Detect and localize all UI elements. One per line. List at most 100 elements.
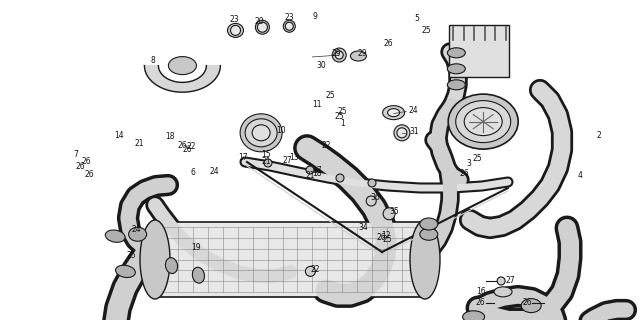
Text: 17: 17 (312, 166, 322, 175)
Text: 21: 21 (134, 139, 144, 148)
Circle shape (285, 22, 293, 30)
Text: 10: 10 (276, 126, 286, 135)
Text: 23: 23 (229, 15, 239, 24)
Ellipse shape (252, 125, 270, 141)
Text: 22: 22 (187, 142, 196, 151)
Text: 14: 14 (114, 131, 124, 140)
Text: 23: 23 (285, 13, 294, 22)
Text: 15: 15 (261, 150, 271, 159)
Bar (449, 25, 509, 77)
Ellipse shape (129, 227, 147, 241)
Text: 26: 26 (522, 298, 532, 307)
Text: 6: 6 (191, 168, 196, 177)
Circle shape (305, 266, 316, 276)
Ellipse shape (116, 265, 135, 277)
Text: 24: 24 (131, 225, 141, 234)
Circle shape (397, 128, 407, 138)
Text: 26: 26 (76, 162, 85, 171)
Ellipse shape (284, 20, 295, 32)
Circle shape (368, 179, 376, 187)
Text: 16: 16 (476, 287, 486, 296)
Ellipse shape (521, 299, 541, 313)
Ellipse shape (383, 106, 404, 120)
Text: 35: 35 (389, 207, 399, 216)
Text: 12: 12 (381, 231, 391, 240)
Text: 30: 30 (317, 61, 326, 70)
Ellipse shape (448, 94, 518, 149)
Text: 25: 25 (127, 251, 136, 260)
Text: 3: 3 (466, 159, 471, 168)
Text: 18: 18 (312, 169, 322, 178)
Bar (155, 222, 425, 297)
Text: 25: 25 (472, 154, 482, 163)
Ellipse shape (140, 220, 170, 299)
Ellipse shape (351, 51, 367, 61)
Text: 26: 26 (476, 298, 486, 307)
Text: 11: 11 (312, 100, 322, 109)
Text: 17: 17 (238, 153, 248, 162)
Text: 9: 9 (312, 12, 317, 21)
Circle shape (306, 166, 314, 174)
Text: 2: 2 (596, 132, 601, 140)
Text: 25: 25 (383, 235, 392, 244)
Polygon shape (145, 66, 220, 92)
Circle shape (497, 277, 505, 285)
Text: 36: 36 (370, 193, 380, 202)
Text: 26: 26 (460, 169, 469, 178)
Text: 22: 22 (321, 141, 331, 150)
Text: 27: 27 (506, 276, 516, 285)
Text: 26: 26 (376, 233, 386, 242)
Text: 29: 29 (332, 49, 341, 58)
Text: 1: 1 (340, 119, 345, 128)
Ellipse shape (228, 23, 243, 37)
Ellipse shape (193, 267, 204, 283)
Ellipse shape (447, 64, 465, 74)
Ellipse shape (420, 228, 438, 240)
Text: 26: 26 (384, 39, 394, 48)
Text: 13: 13 (289, 153, 299, 162)
Text: 25: 25 (421, 26, 431, 35)
Text: 29: 29 (357, 49, 367, 58)
Text: 31: 31 (410, 127, 419, 136)
Text: 26: 26 (178, 141, 188, 150)
Text: 25: 25 (325, 91, 335, 100)
Ellipse shape (168, 57, 196, 75)
Text: 27: 27 (283, 156, 292, 165)
Text: 19: 19 (191, 243, 200, 252)
Text: 8: 8 (150, 56, 155, 65)
Text: 26: 26 (84, 170, 94, 179)
Ellipse shape (240, 114, 282, 152)
Ellipse shape (106, 230, 125, 242)
Text: 5: 5 (415, 14, 420, 23)
Text: 26: 26 (82, 157, 92, 166)
Ellipse shape (388, 108, 399, 116)
Ellipse shape (447, 80, 465, 90)
Circle shape (336, 174, 344, 182)
Text: 34: 34 (358, 223, 368, 232)
Ellipse shape (245, 119, 277, 147)
Text: 7: 7 (74, 150, 79, 159)
Ellipse shape (494, 287, 512, 297)
Text: 4: 4 (577, 171, 582, 180)
Ellipse shape (166, 258, 177, 274)
Ellipse shape (410, 220, 440, 299)
Ellipse shape (463, 311, 484, 320)
Circle shape (332, 48, 346, 62)
Circle shape (264, 159, 272, 167)
Circle shape (383, 208, 395, 220)
Text: 20: 20 (255, 17, 264, 26)
Text: 21: 21 (306, 171, 316, 180)
Text: 25: 25 (334, 112, 344, 121)
Circle shape (257, 22, 268, 32)
Text: 18: 18 (165, 132, 175, 141)
Circle shape (335, 51, 343, 59)
Ellipse shape (456, 100, 511, 143)
Ellipse shape (464, 108, 502, 136)
Text: 26: 26 (182, 145, 192, 154)
Circle shape (366, 196, 376, 206)
Text: 22: 22 (310, 265, 320, 274)
Ellipse shape (420, 218, 438, 230)
Ellipse shape (447, 48, 465, 58)
Text: 24: 24 (408, 106, 418, 115)
Text: 24: 24 (210, 167, 220, 176)
